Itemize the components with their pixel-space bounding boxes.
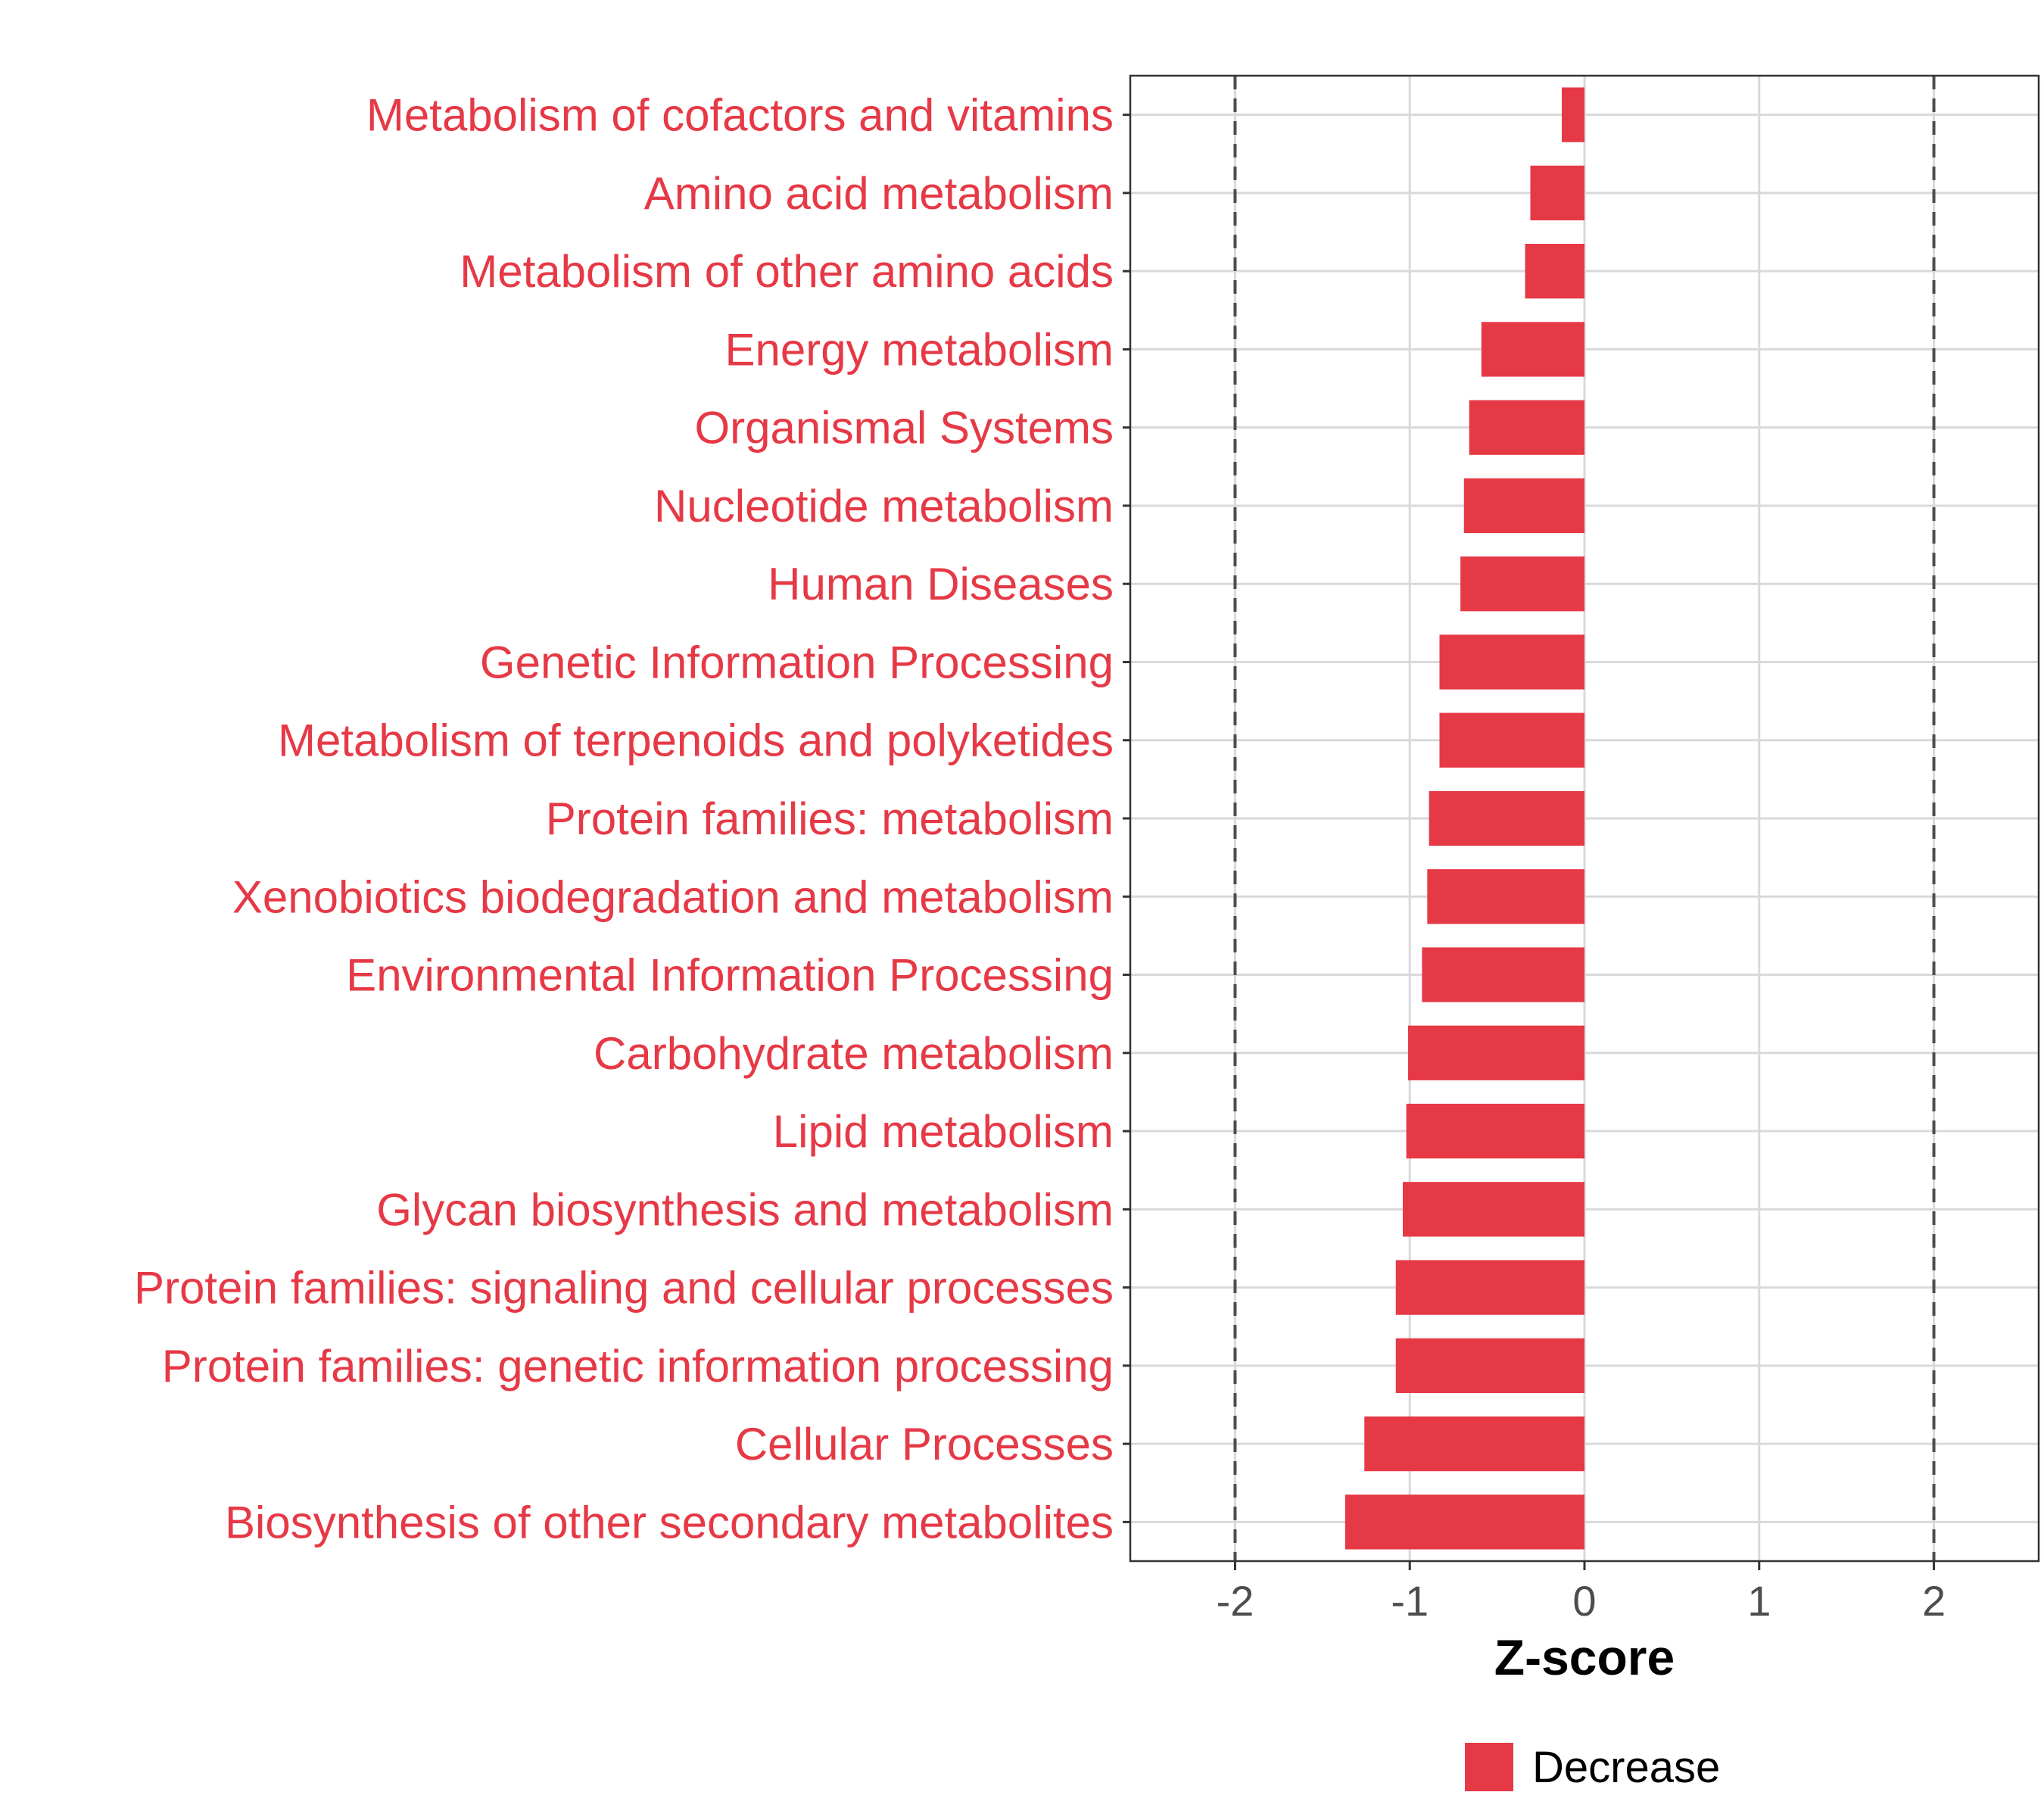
category-label: Biosynthesis of other secondary metaboli…: [225, 1497, 1114, 1547]
category-label: Protein families: genetic information pr…: [162, 1341, 1114, 1392]
category-label: Organismal Systems: [695, 403, 1114, 453]
x-tick-label: 0: [1572, 1577, 1596, 1625]
bar: [1427, 869, 1584, 924]
x-tick-label: 2: [1922, 1577, 1946, 1625]
category-label: Energy metabolism: [724, 324, 1114, 375]
bar: [1460, 556, 1584, 612]
x-tick-label: -2: [1217, 1577, 1254, 1625]
category-label: Carbohydrate metabolism: [594, 1028, 1114, 1079]
category-label: Metabolism of other amino acids: [460, 246, 1114, 297]
reference-lines: [1233, 76, 1936, 1561]
bar: [1481, 322, 1584, 377]
category-label: Genetic Information Processing: [480, 637, 1114, 687]
bar: [1344, 1494, 1584, 1550]
bar: [1406, 1103, 1584, 1159]
bar: [1469, 400, 1584, 455]
category-label: Environmental Information Processing: [346, 950, 1114, 1001]
x-tick-label: -1: [1391, 1577, 1429, 1625]
bar: [1364, 1416, 1584, 1472]
category-label: Protein families: metabolism: [546, 793, 1114, 844]
legend-swatch-decrease: [1465, 1743, 1513, 1791]
bar: [1407, 1025, 1584, 1080]
bars: [1344, 87, 1584, 1550]
bar: [1463, 478, 1584, 534]
bar: [1403, 1182, 1584, 1237]
category-label: Metabolism of terpenoids and polyketides: [278, 715, 1114, 766]
category-label: Human Diseases: [768, 559, 1114, 609]
bar: [1395, 1260, 1584, 1315]
category-label: Xenobiotics biodegradation and metabolis…: [232, 871, 1114, 922]
category-label: Protein families: signaling and cellular…: [134, 1263, 1114, 1314]
category-label: Amino acid metabolism: [644, 168, 1114, 219]
bar: [1395, 1338, 1584, 1393]
legend: Decrease: [1465, 1743, 1720, 1792]
category-label: Cellular Processes: [735, 1419, 1114, 1469]
legend-label-decrease: Decrease: [1532, 1743, 1720, 1792]
x-axis-ticks: -2 -1 0 1 2: [1217, 1561, 1946, 1625]
category-label: Glycan biosynthesis and metabolism: [376, 1184, 1114, 1235]
bar: [1439, 712, 1584, 768]
category-label: Metabolism of cofactors and vitamins: [366, 90, 1114, 141]
category-label: Nucleotide metabolism: [654, 481, 1114, 531]
x-tick-label: 1: [1747, 1577, 1771, 1625]
y-axis-category-labels: Metabolism of cofactors and vitamins Amin…: [134, 90, 1114, 1548]
x-axis-title: Z-score: [1494, 1629, 1675, 1685]
bar: [1429, 790, 1584, 846]
bar: [1439, 634, 1584, 690]
bar: [1562, 87, 1584, 142]
y-axis-ticks: [1123, 114, 1130, 1523]
bar: [1422, 947, 1584, 1002]
bar: [1530, 165, 1584, 221]
bar: [1525, 244, 1584, 299]
category-label: Lipid metabolism: [773, 1106, 1114, 1157]
